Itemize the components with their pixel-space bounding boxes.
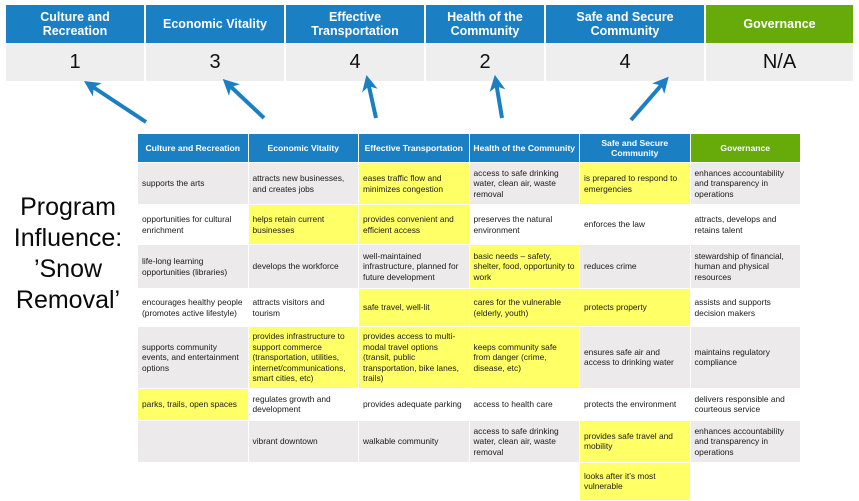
matrix-cell-r1-c5: is prepared to respond to emergencies — [579, 162, 691, 205]
matrix-row: encourages healthy people (promotes acti… — [137, 288, 801, 327]
matrix-header: Culture and Recreation Economic Vitality E… — [137, 133, 801, 163]
matrix-cell-r8-c6 — [689, 461, 801, 501]
matrix-cell-r2-c1: opportunities for cultural enrichment — [137, 204, 249, 245]
summary-value-governance: N/A — [762, 50, 797, 73]
summary-value-economic-vitality: 3 — [146, 43, 286, 81]
matrix-cell-r2-c2: helps retain current businesses — [247, 204, 359, 245]
matrix-cell-r6-c2: regulates growth and development — [247, 387, 359, 421]
matrix-row: vibrant downtown walkable community access… — [137, 419, 801, 463]
summary-header-culture-and-recreation: Culture and Recreation — [6, 5, 146, 43]
priority-summary-bar: Culture and Recreation Economic Vitality E… — [6, 5, 853, 81]
matrix-row: parks, trails, open spaces regulates grow… — [137, 387, 801, 421]
matrix-cell-r8-c4 — [468, 461, 580, 501]
arrow-culture-and-recreation — [83, 81, 148, 124]
summary-value-effective-transportation: 4 — [286, 43, 426, 81]
matrix-cell-r5-c4: keeps community safe from danger (crime,… — [468, 326, 580, 389]
program-influence-matrix: Culture and Recreation Economic Vitality E… — [137, 133, 801, 501]
matrix-cell-r3-c1: life-long learning opportunities (librar… — [137, 244, 249, 289]
matrix-cell-r3-c2: develops the workforce — [247, 244, 359, 289]
matrix-cell-r5-c3: provides access to multi-modal travel op… — [358, 326, 470, 389]
arrow-safe-and-secure-community — [629, 76, 669, 122]
matrix-cell-r4-c4: cares for the vulnerable (elderly, youth… — [468, 288, 580, 327]
matrix-cell-r7-c1 — [137, 419, 249, 463]
summary-header-effective-transportation: Effective Transportation — [286, 5, 426, 43]
matrix-header-health-of-the-community: Health of the Community — [468, 133, 580, 163]
caption-line-1: Program — [20, 193, 116, 221]
matrix-cell-r7-c2: vibrant downtown — [247, 419, 359, 463]
matrix-cell-r8-c3 — [358, 461, 470, 501]
matrix-cell-r3-c5: reduces crime — [579, 244, 691, 289]
matrix-cell-r5-c1: supports community events, and entertain… — [137, 326, 249, 389]
matrix-cell-r1-c3: eases traffic flow and minimizes congest… — [358, 162, 470, 205]
matrix-row: supports the arts attracts new businesses… — [137, 162, 801, 205]
program-influence-caption: Program Influence: ’Snow Removal’ — [2, 192, 134, 316]
matrix-cell-r5-c2: provides infrastructure to support comme… — [247, 326, 359, 389]
matrix-header-effective-transportation: Effective Transportation — [358, 133, 470, 163]
arrow-layer — [83, 74, 669, 124]
matrix-cell-r3-c4: basic needs – safety, shelter, food, opp… — [468, 244, 580, 289]
matrix-cell-r6-c3: provides adequate parking — [358, 387, 470, 421]
matrix-row: opportunities for cultural enrichment hel… — [137, 204, 801, 245]
caption-line-4: Removal’ — [15, 286, 121, 314]
matrix-header-governance: Governance — [689, 133, 801, 163]
matrix-cell-r8-c5: looks after it’s most vulnerable — [579, 461, 691, 501]
matrix-cell-r8-c1 — [137, 461, 249, 501]
matrix-cell-r3-c3: well-maintained infrastructure, planned … — [358, 244, 470, 289]
summary-header-health-of-the-community: Health of the Community — [426, 5, 546, 43]
arrow-economic-vitality — [222, 79, 266, 120]
matrix-header-safe-and-secure-community: Safe and Secure Community — [579, 133, 691, 163]
summary-value-row: 1 3 4 2 4 N/A — [6, 43, 853, 81]
matrix-cell-r5-c5: ensures safe air and access to drinking … — [579, 326, 691, 389]
matrix-cell-r4-c3: safe travel, well-lit — [358, 288, 470, 327]
arrow-health-of-the-community — [489, 74, 506, 119]
matrix-cell-r6-c6: delivers responsible and courteous servi… — [689, 387, 801, 421]
matrix-header-culture-and-recreation: Culture and Recreation — [137, 133, 249, 163]
matrix-cell-r4-c1: encourages healthy people (promotes acti… — [137, 288, 249, 327]
matrix-cell-r2-c5: enforces the law — [579, 204, 691, 245]
matrix-cell-r2-c4: preserves the natural environment — [468, 204, 580, 245]
summary-value-safe-and-secure-community: 4 — [546, 43, 706, 81]
matrix-cell-r5-c6: maintains regulatory compliance — [689, 326, 801, 389]
matrix-cell-r2-c6: attracts, develops and retains talent — [689, 204, 801, 245]
matrix-row: supports community events, and entertain… — [137, 326, 801, 389]
matrix-cell-r7-c5: provides safe travel and mobility — [579, 419, 691, 463]
summary-header-safe-and-secure-community: Safe and Secure Community — [546, 5, 706, 43]
matrix-body: supports the arts attracts new businesses… — [137, 162, 801, 501]
matrix-row: life-long learning opportunities (librar… — [137, 244, 801, 289]
matrix-cell-r6-c4: access to health care — [468, 387, 580, 421]
caption-line-2: Influence: — [13, 224, 123, 252]
matrix-cell-r4-c2: attracts visitors and tourism — [247, 288, 359, 327]
matrix-cell-r1-c2: attracts new businesses, and creates job… — [247, 162, 359, 205]
matrix-cell-r1-c1: supports the arts — [137, 162, 249, 205]
matrix-cell-r4-c5: protects property — [579, 288, 691, 327]
summary-header-governance: Governance — [706, 5, 853, 43]
summary-header-row: Culture and Recreation Economic Vitality E… — [6, 5, 853, 43]
matrix-cell-r2-c3: provides convenient and efficient access — [358, 204, 470, 245]
matrix-cell-r4-c6: assists and supports decision makers — [689, 288, 801, 327]
matrix-cell-r3-c6: stewardship of financial, human and phys… — [689, 244, 801, 289]
summary-value-health-of-the-community: 2 — [426, 43, 546, 81]
matrix-row: looks after it’s most vulnerable — [137, 461, 801, 501]
matrix-cell-r8-c2 — [247, 461, 359, 501]
matrix-cell-r6-c5: protects the environment — [579, 387, 691, 421]
matrix-cell-r6-c1: parks, trails, open spaces — [137, 387, 249, 421]
matrix-cell-r1-c6: enhances accountability and transparency… — [689, 162, 801, 205]
matrix-cell-r7-c3: walkable community — [358, 419, 470, 463]
matrix-cell-r1-c4: access to safe drinking water, clean air… — [468, 162, 580, 205]
matrix-header-row: Culture and Recreation Economic Vitality E… — [137, 133, 801, 163]
matrix-cell-r7-c6: enhances accountability and transparency… — [689, 419, 801, 463]
arrow-effective-transportation — [362, 74, 378, 119]
caption-line-3: ’Snow — [33, 255, 103, 283]
matrix-cell-r7-c4: access to safe drinking water, clean air… — [468, 419, 580, 463]
summary-header-economic-vitality: Economic Vitality — [146, 5, 286, 43]
matrix-header-economic-vitality: Economic Vitality — [247, 133, 359, 163]
summary-value-culture-and-recreation: 1 — [6, 43, 146, 81]
